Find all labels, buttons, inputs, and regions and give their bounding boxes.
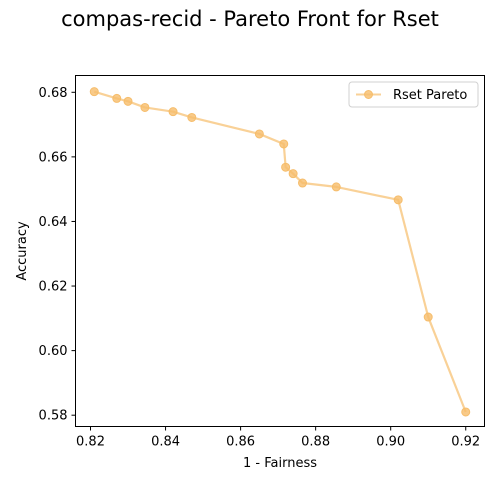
series-layer [89,87,471,417]
y-axis-ticks: 0.58 0.60 0.62 0.64 0.66 0.68 [39,86,76,424]
data-point [112,93,122,103]
x-tick-label: 0.90 [376,435,405,450]
x-tick-label: 0.92 [451,435,480,450]
plot-area-frame [75,75,485,427]
data-point [331,182,341,192]
data-point [288,169,298,179]
legend-box [348,81,479,108]
y-axis-label: Accuracy [15,221,30,281]
data-point [89,87,99,97]
legend-marker-swatch [364,90,373,99]
x-tick-label: 0.88 [301,435,330,450]
y-tick-label: 0.58 [39,409,68,424]
x-axis-ticks: 0.82 0.84 0.86 0.88 0.90 0.92 [76,426,480,450]
y-tick-label: 0.68 [39,86,68,101]
chart-title: compas-recid - Pareto Front for Rset [61,7,439,31]
data-point [279,139,289,149]
y-tick-label: 0.64 [39,215,68,230]
data-point [298,178,308,188]
x-tick-label: 0.82 [76,435,105,450]
data-point [254,129,264,139]
data-point [393,195,403,205]
legend: Rset Pareto [348,81,479,108]
x-tick-label: 0.84 [151,435,180,450]
data-point [281,162,291,172]
data-point [423,312,433,322]
data-point [187,112,197,122]
data-point [123,96,133,106]
x-tick-label: 0.86 [226,435,255,450]
y-tick-label: 0.60 [39,344,68,359]
data-point [168,107,178,117]
data-point [140,102,150,112]
y-tick-label: 0.66 [39,150,68,165]
legend-label: Rset Pareto [393,88,467,103]
data-point [461,407,471,417]
series-line-rset-pareto [93,90,467,413]
y-tick-label: 0.62 [39,280,68,295]
x-axis-label: 1 - Fairness [243,456,317,471]
